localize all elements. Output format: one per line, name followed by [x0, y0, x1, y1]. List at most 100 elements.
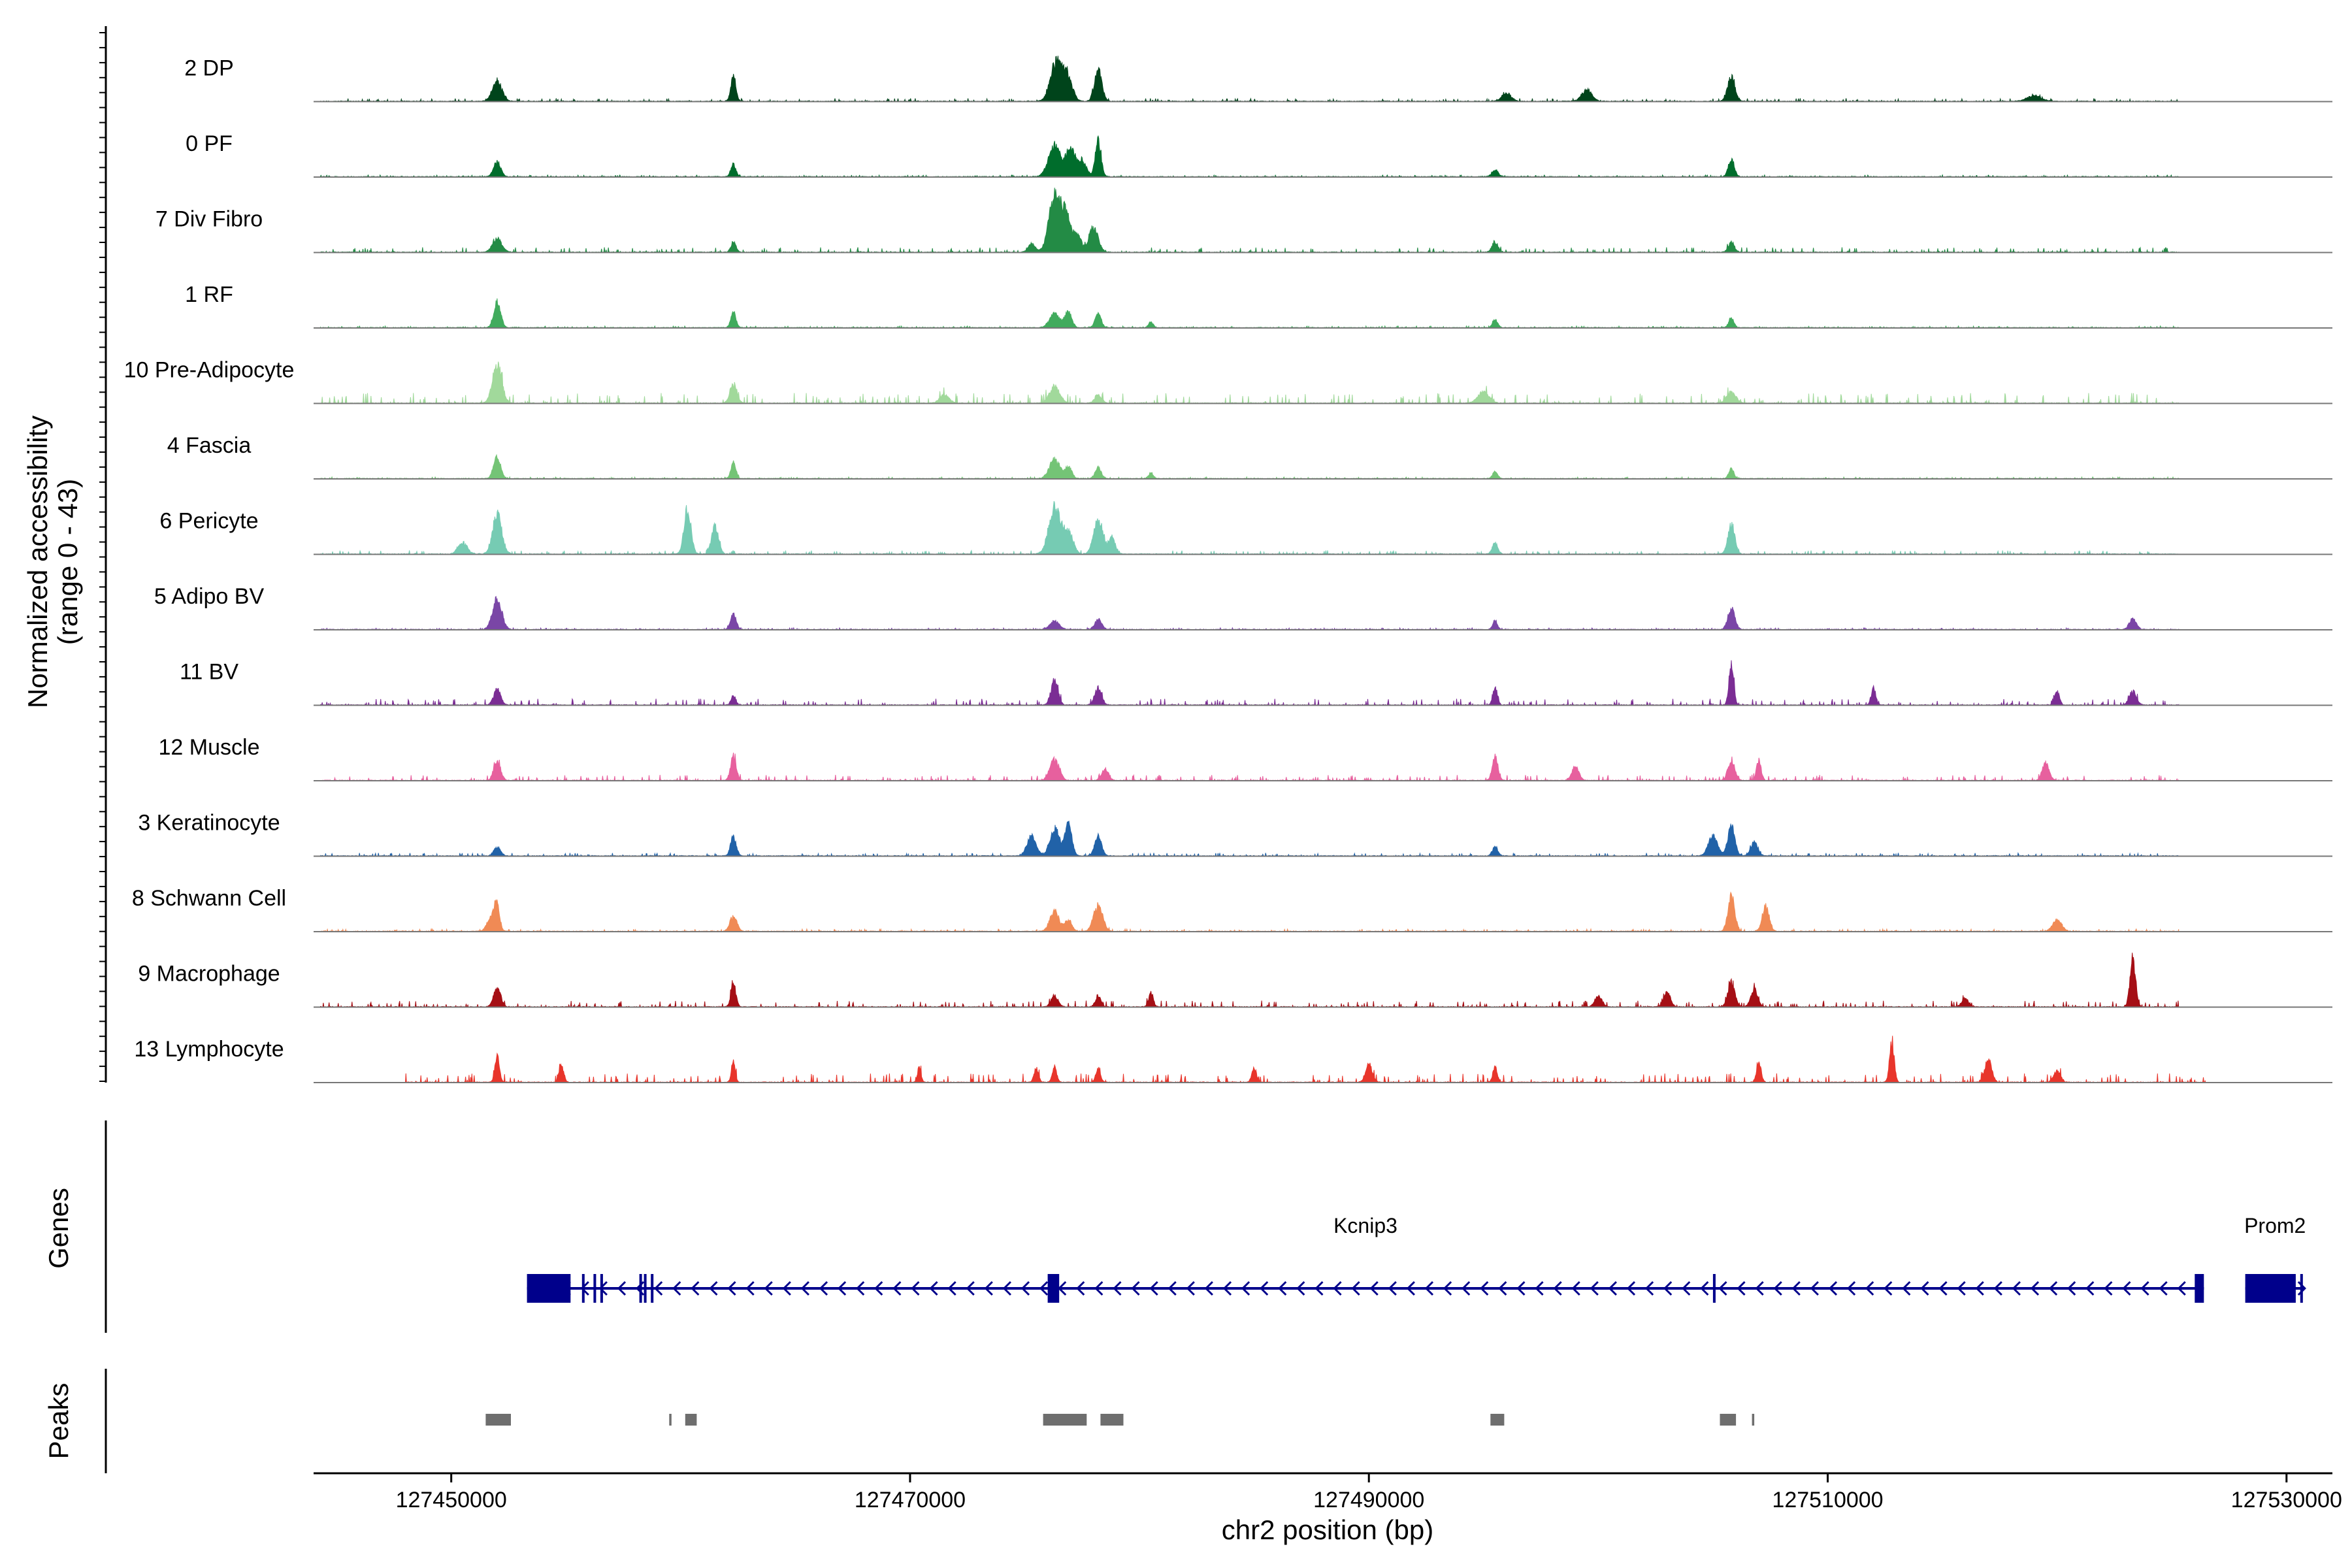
- strand-arrow: [1222, 1281, 1232, 1296]
- strand-arrow: [1039, 1281, 1049, 1296]
- exon: [1047, 1274, 1060, 1303]
- track-7: 6 Pericyte: [159, 500, 2332, 555]
- x-axis-title: chr2 position (bp): [1222, 1514, 1434, 1545]
- strand-arrow: [1571, 1281, 1580, 1296]
- strand-arrow: [1975, 1281, 1984, 1296]
- strand-arrow: [911, 1281, 920, 1296]
- strand-arrow: [782, 1281, 791, 1296]
- strand-arrow: [1498, 1281, 1507, 1296]
- strand-arrow: [1938, 1281, 1948, 1296]
- gene-label: Prom2: [2244, 1214, 2306, 1237]
- track-label: 11 BV: [180, 660, 238, 685]
- strand-arrow: [2085, 1281, 2095, 1296]
- strand-arrow: [1663, 1281, 1673, 1296]
- strand-arrow: [1626, 1281, 1636, 1296]
- strand-arrow: [1443, 1281, 1452, 1296]
- track-label: 3 Keratinocyte: [138, 811, 280, 836]
- y-axis-title: Normalized accessibility: [22, 416, 53, 708]
- strand-arrow: [1002, 1281, 1011, 1296]
- strand-arrow: [1406, 1281, 1415, 1296]
- strand-arrow: [1076, 1281, 1085, 1296]
- strand-arrow: [2012, 1281, 2021, 1296]
- peak-region: [685, 1414, 697, 1426]
- x-tick-label: 127530000: [2231, 1488, 2342, 1512]
- strand-arrow: [1333, 1281, 1342, 1296]
- track-6: 4 Fascia: [167, 433, 2332, 480]
- strand-arrow: [966, 1281, 975, 1296]
- y-axis: [99, 26, 107, 1083]
- strand-arrow: [1590, 1281, 1599, 1296]
- strand-arrow: [1388, 1281, 1397, 1296]
- coverage-area: [320, 361, 2180, 404]
- strand-arrow: [1149, 1281, 1158, 1296]
- strand-arrow: [874, 1281, 883, 1296]
- coverage-area: [320, 753, 2180, 782]
- strand-arrow: [1315, 1281, 1324, 1296]
- track-label: 10 Pre-Adipocyte: [124, 358, 295, 383]
- exon: [600, 1274, 603, 1303]
- exon: [581, 1274, 585, 1303]
- strand-arrow: [1608, 1281, 1617, 1296]
- coverage-area: [320, 188, 2180, 254]
- strand-arrow: [672, 1281, 681, 1296]
- coverage-area: [320, 596, 2180, 631]
- peak-region: [485, 1414, 511, 1426]
- track-14: 13 Lymphocyte: [134, 1036, 2332, 1084]
- strand-arrow: [1021, 1281, 1030, 1296]
- strand-arrow: [1296, 1281, 1305, 1296]
- gene-prom2: Prom2: [2244, 1214, 2306, 1303]
- strand-arrow: [1920, 1281, 1929, 1296]
- coverage-area: [320, 135, 2180, 178]
- strand-arrow: [1884, 1281, 1893, 1296]
- strand-arrow: [1186, 1281, 1195, 1296]
- coverage-area: [405, 1036, 2207, 1084]
- track-5: 10 Pre-Adipocyte: [124, 358, 2332, 404]
- track-2: 0 PF: [186, 131, 2332, 178]
- strand-arrow: [2159, 1281, 2168, 1296]
- track-label: 5 Adipo BV: [154, 584, 265, 609]
- strand-arrow: [1278, 1281, 1287, 1296]
- exon: [644, 1274, 647, 1303]
- exon: [639, 1274, 642, 1303]
- strand-arrow: [1260, 1281, 1269, 1296]
- strand-arrow: [1791, 1281, 1801, 1296]
- track-10: 12 Muscle: [159, 735, 2332, 782]
- track-8: 5 Adipo BV: [154, 584, 2332, 631]
- strand-arrow: [1131, 1281, 1140, 1296]
- strand-arrow: [2030, 1281, 2040, 1296]
- peak-region: [1720, 1414, 1737, 1426]
- strand-arrow: [1957, 1281, 1966, 1296]
- strand-arrow: [2048, 1281, 2058, 1296]
- exon: [2245, 1274, 2296, 1303]
- strand-arrow: [745, 1281, 755, 1296]
- x-tick-label: 127510000: [1772, 1488, 1883, 1512]
- strand-arrow: [1204, 1281, 1213, 1296]
- track-label: 9 Macrophage: [138, 962, 280, 987]
- peak-region: [1752, 1414, 1755, 1426]
- exon: [1712, 1274, 1716, 1303]
- strand-arrow: [856, 1281, 865, 1296]
- coverage-area: [320, 953, 2180, 1008]
- strand-arrow: [1865, 1281, 1874, 1296]
- track-1: 2 DP: [184, 56, 2332, 103]
- exon: [2195, 1274, 2204, 1303]
- strand-arrow: [1755, 1281, 1764, 1296]
- exon: [593, 1274, 596, 1303]
- strand-arrow: [1241, 1281, 1250, 1296]
- strand-arrow: [764, 1281, 773, 1296]
- track-9: 11 BV: [180, 660, 2332, 707]
- strand-arrow: [691, 1281, 700, 1296]
- peak-region: [1100, 1414, 1124, 1426]
- accessibility-tracks: 2 DP 0 PF 7 Div Fibro 1 RF 10 Pre-Adipocyte 4…: [124, 56, 2332, 1084]
- track-label: 0 PF: [186, 131, 233, 156]
- peaks-panel: [105, 1369, 1755, 1473]
- strand-arrow: [892, 1281, 902, 1296]
- strand-arrow: [1351, 1281, 1360, 1296]
- genes-panel-label: Genes: [43, 1188, 74, 1269]
- coverage-area: [320, 500, 2180, 555]
- strand-arrow: [1682, 1281, 1691, 1296]
- coverage-area: [320, 298, 2180, 329]
- genes-panel: Kcnip3 Prom2: [105, 1120, 2306, 1333]
- strand-arrow: [1424, 1281, 1434, 1296]
